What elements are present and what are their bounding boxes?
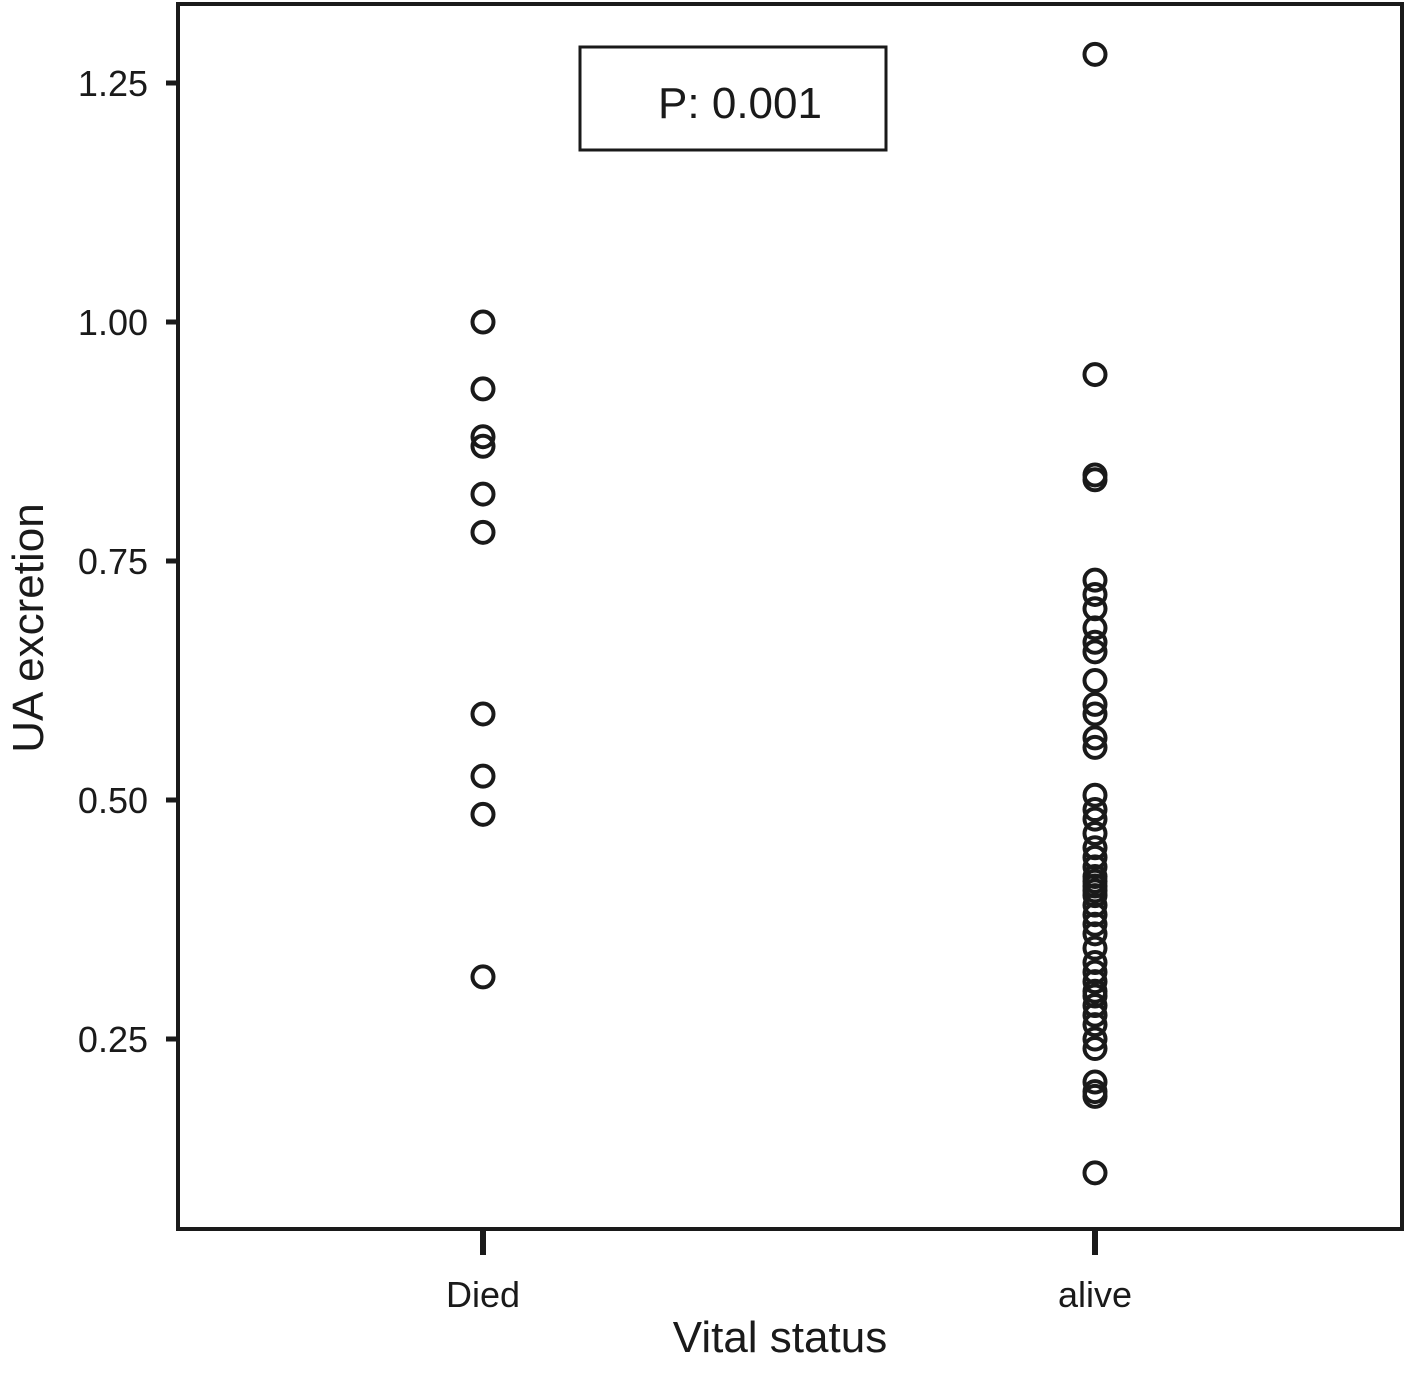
data-point-alive xyxy=(1082,969,1108,995)
data-point-alive xyxy=(1082,806,1108,832)
x-tick-label: alive xyxy=(1058,1274,1132,1315)
x-axis: Died alive xyxy=(446,1229,1132,1315)
data-point-died xyxy=(470,309,496,335)
data-point-alive xyxy=(1082,820,1108,846)
data-point-died xyxy=(470,433,496,459)
data-point-alive xyxy=(1082,911,1108,937)
p-value-label: P: 0.001 xyxy=(658,79,822,128)
y-tick-label: 0.25 xyxy=(78,1019,148,1060)
data-point-alive xyxy=(1082,935,1108,961)
y-tick-label: 1.00 xyxy=(78,302,148,343)
data-point-died xyxy=(470,763,496,789)
data-point-died xyxy=(470,376,496,402)
data-point-alive xyxy=(1082,581,1108,607)
data-point-died xyxy=(470,801,496,827)
data-point-alive xyxy=(1082,921,1108,947)
y-tick-label: 0.75 xyxy=(78,541,148,582)
y-tick-label: 1.25 xyxy=(78,63,148,104)
data-point-alive xyxy=(1082,567,1108,593)
data-point-alive xyxy=(1082,1012,1108,1038)
p-value-box: P: 0.001 xyxy=(578,45,888,152)
data-point-alive xyxy=(1082,41,1108,67)
data-point-alive xyxy=(1082,1069,1108,1095)
data-point-alive xyxy=(1082,668,1108,693)
data-point-alive xyxy=(1082,1002,1108,1028)
data-point-died xyxy=(470,424,496,450)
data-point-alive xyxy=(1082,1083,1108,1109)
data-point-died xyxy=(470,964,496,990)
data-point-alive xyxy=(1082,1036,1108,1062)
plot-frame xyxy=(176,2,1404,1231)
x-tick-label: Died xyxy=(446,1274,520,1315)
data-point-alive xyxy=(1082,362,1108,388)
data-point-alive xyxy=(1082,782,1108,808)
data-point-alive xyxy=(1082,691,1108,717)
data-point-died xyxy=(470,519,496,545)
data-points xyxy=(470,41,1108,1186)
data-point-died xyxy=(470,701,496,727)
data-point-alive xyxy=(1082,701,1108,727)
data-point-alive xyxy=(1082,467,1108,493)
data-point-alive xyxy=(1082,1026,1108,1052)
data-point-died xyxy=(470,481,496,507)
y-tick-label: 0.50 xyxy=(78,780,148,821)
data-point-alive xyxy=(1082,629,1108,655)
data-point-alive xyxy=(1082,639,1108,665)
data-point-alive xyxy=(1082,1160,1108,1186)
y-axis: 0.25 0.50 0.75 1.00 1.25 xyxy=(78,63,178,1060)
y-axis-title: UA excretion xyxy=(4,503,53,752)
data-point-alive xyxy=(1082,725,1108,751)
data-point-alive xyxy=(1082,797,1108,823)
x-axis-title: Vital status xyxy=(673,1313,887,1362)
data-point-alive xyxy=(1082,734,1108,760)
data-point-alive xyxy=(1082,615,1108,641)
